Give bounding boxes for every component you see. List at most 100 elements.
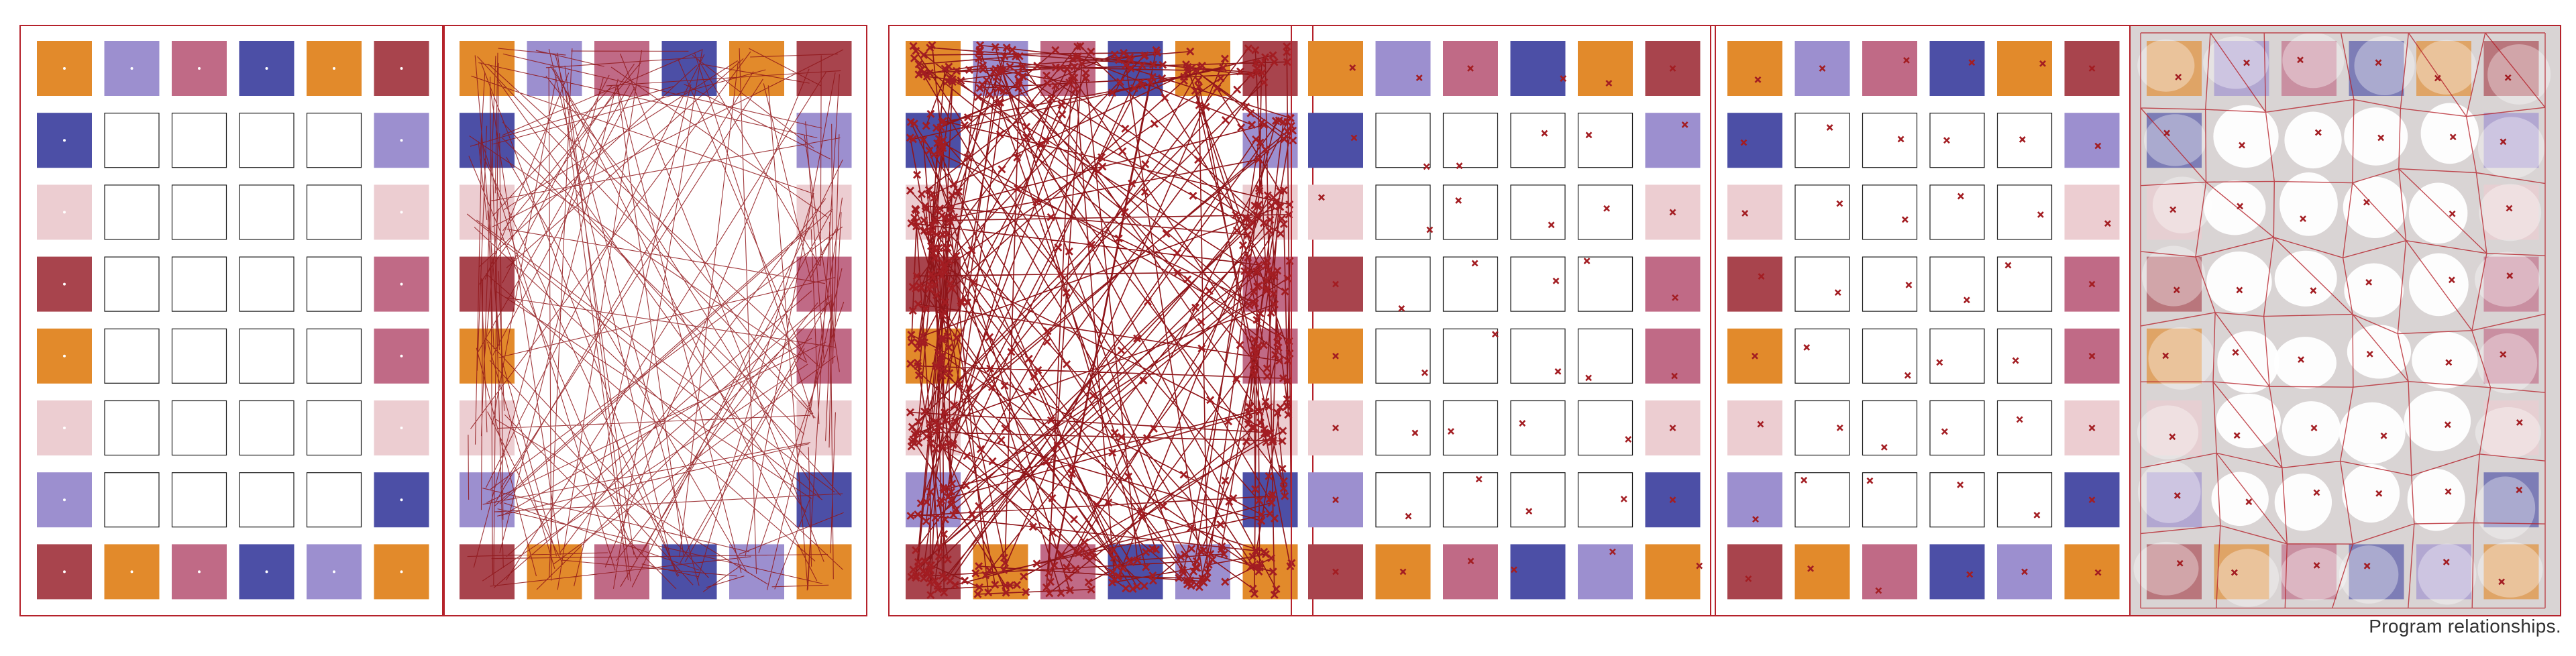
program-marker [1758,273,1765,280]
program-marker [1318,194,1325,201]
voronoi-cell-region [2412,331,2478,389]
program-marker [1455,197,1462,204]
program-marker [1012,52,1020,61]
program-cell-mauve [2282,544,2337,600]
program-marker [906,186,914,195]
program-marker [1585,374,1592,382]
program-cell-navy [796,472,852,528]
program-marker [925,419,934,428]
program-marker [932,230,941,239]
program-marker [1046,416,1055,425]
program-marker [1272,197,1281,206]
program-marker [1114,234,1123,243]
crossing-markers [906,41,1297,600]
program-marker [1183,275,1192,284]
program-marker [1159,502,1168,510]
empty-cell [1996,256,2053,312]
voronoi-cell-region [2279,172,2338,236]
empty-cell [1996,184,2053,240]
program-marker [943,332,952,341]
program-marker [1007,347,1016,356]
program-marker [2088,496,2096,504]
program-cell-blush [1727,184,1782,240]
empty-cell [1577,472,1633,528]
program-marker [1803,344,1811,351]
program-cell-orange [2147,328,2202,384]
empty-cell [171,400,227,456]
program-marker [940,530,949,539]
program-marker [2363,199,2370,206]
program-marker [1257,516,1266,525]
program-marker [914,300,922,309]
empty-cell [171,256,227,312]
program-marker [1254,260,1263,269]
program-marker [1152,46,1161,54]
program-marker [930,216,939,225]
program-marker [1014,69,1022,78]
program-marker [1253,563,1262,571]
program-marker [1189,191,1197,200]
program-cell-mauve [2282,41,2337,96]
voronoi-cell-region [2479,184,2542,241]
program-marker [1426,226,1434,233]
program-marker [985,566,994,575]
program-marker [912,546,920,555]
program-marker [1220,54,1229,63]
program-marker [1140,52,1148,60]
program-marker [1603,205,1610,212]
program-marker [970,278,978,287]
program-marker [951,417,959,425]
program-marker [919,567,928,576]
program-marker [1541,129,1548,137]
program-marker [1140,582,1148,590]
program-marker [1252,316,1261,324]
empty-cell [1510,113,1566,168]
program-marker [1013,581,1022,590]
program-marker [996,98,1005,107]
program-marker [1399,568,1407,576]
empty-cell [1442,472,1499,528]
program-marker [1283,395,1291,404]
program-marker [1447,428,1454,435]
program-cell-navy [2349,41,2404,96]
program-marker [925,284,934,293]
empty-cell [1510,328,1566,384]
program-marker [1233,85,1242,94]
program-marker [920,227,928,235]
program-marker [1332,280,1339,288]
program-marker [907,219,916,227]
program-marker [1244,44,1252,53]
program-marker [1195,83,1203,91]
program-marker [974,93,983,101]
program-marker [1051,46,1060,54]
program-marker [1904,372,1911,379]
program-marker [926,571,935,580]
program-marker [1244,253,1252,262]
program-marker [2175,73,2182,80]
panel-relationship-web [442,25,867,616]
program-cell-brick [796,41,852,96]
program-marker [922,517,930,526]
program-marker [1943,137,1950,144]
empty-cell [239,256,294,312]
voronoi-cell-region [2216,393,2282,449]
program-marker [1456,162,1463,170]
program-marker [1026,99,1034,108]
program-marker [1161,93,1169,102]
empty-cell [104,113,160,168]
program-marker [955,187,963,196]
program-marker [916,66,925,74]
program-marker [925,146,934,155]
program-marker [1050,561,1059,570]
program-cell-mauve [1443,544,1498,600]
program-marker [921,305,930,313]
program-marker [908,307,917,315]
empty-cell [1375,113,1431,168]
program-marker [1051,63,1060,72]
program-marker [919,51,928,59]
cell-centre-dot [63,498,66,502]
program-marker [1350,134,1358,142]
program-marker [932,427,941,436]
program-marker [1242,103,1250,111]
program-marker [934,422,943,431]
